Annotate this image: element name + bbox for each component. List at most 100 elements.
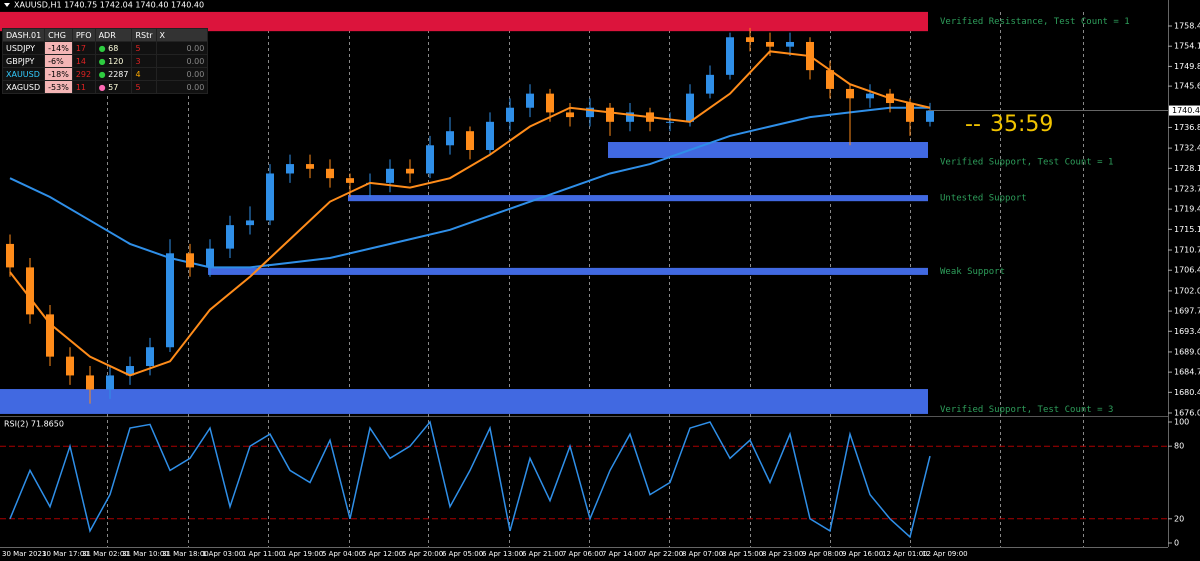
time-label: 8 Apr 07:00 [682,550,723,558]
zone-label: Verified Resistance, Test Count = 1 [940,17,1130,27]
dashboard-column: DASH.01 [1,28,46,42]
candle-body [106,375,114,390]
countdown: 35:59 [990,112,1053,137]
candle-body [926,110,934,122]
time-label: 5 Apr 12:00 [362,550,403,558]
candle-body [286,164,294,174]
price-tick-label: 1697.70 [1174,307,1200,316]
time-label: 1 Apr 11:00 [242,550,283,558]
zone-label: Verified Support, Test Count = 3 [940,405,1113,415]
dashboard-cell: -6% [44,54,73,68]
candle-body [786,41,794,47]
time-label: 31 Mar 18:00 [162,550,209,558]
candle-body [266,173,274,221]
candle-body [506,107,514,122]
time-label: 1 Apr 03:00 [202,550,243,558]
dashboard-cell: 0.00 [155,80,209,94]
price-tick-label: 1689.00 [1174,347,1200,356]
candle-body [666,121,674,123]
price-tick-label: 1736.80 [1174,123,1200,132]
header-arrow [4,3,10,7]
dashboard-row: USDJPY -14% 17 ● 68 5 0.00 [1,41,209,55]
time-label: 31 Mar 02:00 [82,550,129,558]
dashboard-cell: XAUUSD [1,67,46,81]
candle-body [406,168,414,174]
dashboard-cell: GBPJPY [1,54,46,68]
time-label: 6 Apr 05:00 [442,550,483,558]
price-tick-label: 1676.00 [1174,409,1200,418]
candle-body [446,131,454,146]
candle-body [386,168,394,183]
dashboard-column: RStr [131,28,157,42]
price-tick-label: 1693.40 [1174,327,1200,336]
dashboard-cell: 0.00 [155,67,209,81]
price-tick-label: 1710.70 [1174,246,1200,255]
candle-body [626,112,634,122]
candle-body [866,93,874,99]
dashboard-cell: 0.00 [155,54,209,68]
ma-fast [9,50,931,377]
time-label: 8 Apr 15:00 [722,550,763,558]
countdown-prefix: -- [965,112,981,137]
candle-body [206,248,214,268]
candle-body [346,178,354,183]
candle-body [486,121,494,150]
dashboard-cell: -14% [44,41,73,55]
candle-body [706,74,714,94]
zone-label: Weak Support [940,267,1005,277]
price-tick-label: 1706.40 [1174,266,1200,275]
dashboard-header: DASH.01 CHG PFO ADR RStr X [1,28,209,42]
status-dot: ● [98,82,109,92]
price-tick-label: 1728.10 [1174,164,1200,173]
candle-body [586,107,594,118]
current-price-label: 1740.40 [1172,106,1200,115]
dashboard-cell: ● 120 [94,54,133,68]
candle-body [26,267,34,315]
dashboard-row: XAGUSD -53% 11 ● 57 5 0.00 [1,80,209,94]
price-tick-label: 1715.10 [1174,225,1200,234]
price-tick-label: 1723.70 [1174,184,1200,193]
candle-body [126,366,134,376]
time-label: 5 Apr 20:00 [402,550,443,558]
time-label: 9 Apr 16:00 [842,550,883,558]
time-label: 30 Mar 17:00 [42,550,89,558]
dashboard-column: CHG [44,28,73,42]
zone-label: Verified Support, Test Count = 1 [940,157,1113,167]
dashboard-cell: XAGUSD [1,80,46,94]
rsi-tick-label: 100 [1174,418,1189,427]
zone [208,267,928,275]
time-label: 7 Apr 06:00 [562,550,603,558]
candle-body [226,225,234,249]
time-label: 12 Apr 09:00 [922,550,968,558]
dashboard-row: GBPJPY -6% 14 ● 120 3 0.00 [1,54,209,68]
current-price-box [1169,105,1200,116]
rsi-tick-label: 20 [1174,514,1184,523]
zone [608,142,928,158]
time-label: 31 Mar 10:00 [122,550,169,558]
price-tick-label: 1719.40 [1174,205,1200,214]
dashboard-cell: 17 [71,41,96,55]
dashboard-cell: 0.00 [155,41,209,55]
zone [0,389,928,414]
candle-body [846,88,854,99]
dashboard-column: ADR [94,28,133,42]
price-tick-label: 1680.40 [1174,388,1200,397]
rsi-label: RSI(2) 71.8650 [4,420,64,429]
price-tick-label: 1758.40 [1174,22,1200,31]
price-tick-label: 1684.70 [1174,368,1200,377]
rsi-tick-label: 0 [1174,539,1179,548]
candle-body [766,41,774,47]
candle-body [606,107,614,122]
candle-body [46,314,54,357]
price-tick-label: 1732.40 [1174,144,1200,153]
dashboard-cell: 292 [71,67,96,81]
candle-body [566,112,574,118]
candle-body [246,220,254,226]
dashboard-cell: 11 [71,80,96,94]
zone [0,11,928,32]
candle-body [826,70,834,89]
dashboard-cell: 5 [131,80,157,94]
time-label: 7 Apr 14:00 [602,550,643,558]
dashboard-cell: 14 [71,54,96,68]
